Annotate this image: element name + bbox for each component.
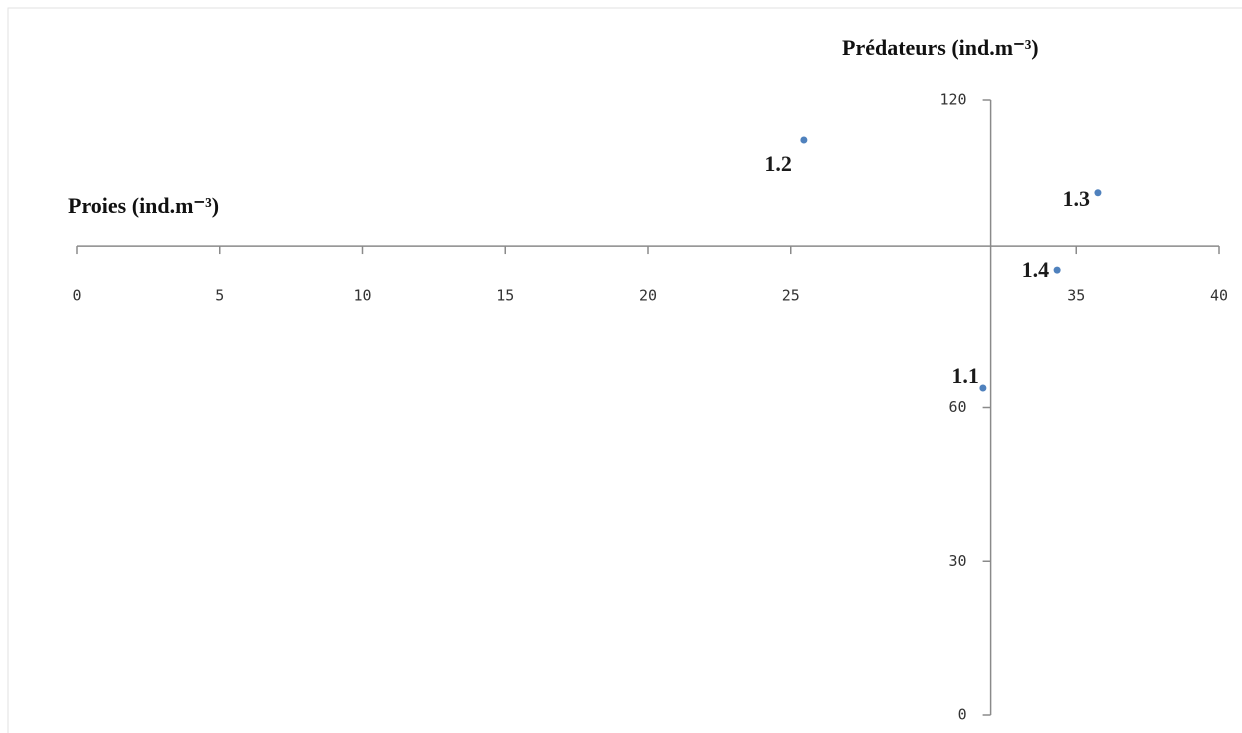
x-axis-label: Proies (ind.m⁻³) xyxy=(68,193,219,218)
x-tick-label: 35 xyxy=(1067,287,1085,305)
y-axis-label: Prédateurs (ind.m⁻³) xyxy=(842,35,1039,60)
point xyxy=(800,136,808,144)
x-tick-label: 20 xyxy=(639,287,657,305)
point-label: 1.2 xyxy=(764,151,792,176)
frame xyxy=(7,7,1242,733)
point-label: 1.1 xyxy=(951,363,979,388)
point-label: 1.3 xyxy=(1062,186,1090,211)
x-tick-label: 25 xyxy=(782,287,800,305)
point xyxy=(1094,189,1102,197)
y-tick-label: 30 xyxy=(949,552,967,570)
x-tick-label: 0 xyxy=(72,287,81,305)
x-tick-label: 15 xyxy=(496,287,514,305)
point xyxy=(979,384,987,392)
y-tick-label: 0 xyxy=(958,706,967,724)
x-tick-label: 40 xyxy=(1210,287,1228,305)
y-tick-label: 60 xyxy=(949,398,967,416)
point xyxy=(1053,266,1061,274)
x-tick-label: 5 xyxy=(215,287,224,305)
y-tick-label: 120 xyxy=(940,91,967,109)
point-label: 1.4 xyxy=(1022,257,1050,282)
x-tick-label: 10 xyxy=(353,287,371,305)
